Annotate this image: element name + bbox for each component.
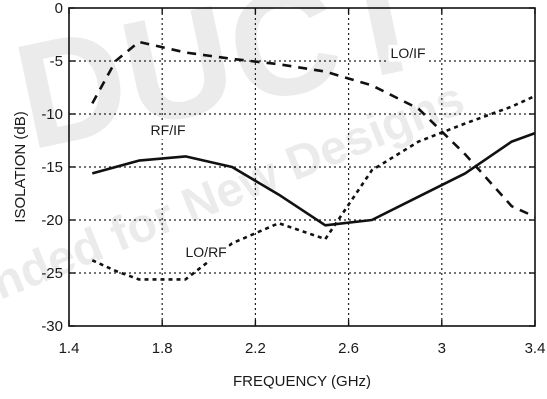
series-line-rf-if: [91, 131, 536, 227]
x-tick-label: 1.8: [152, 340, 173, 357]
y-tick-label: -20: [41, 212, 63, 229]
annotation-background: [183, 244, 229, 262]
annotations: LO/IF RF/IF LO/RF: [148, 44, 428, 262]
grid: [69, 8, 535, 326]
axes: 1.4 1.8 2.2 2.6 3 3.4 0 -5 -10 -15 -20 -25 -30 FREQUE…: [12, 0, 545, 390]
series-lines: [91, 40, 536, 281]
curve-label-rf-if: RF/IF: [151, 122, 186, 138]
series-line-lo-if: [91, 40, 536, 218]
x-tick-label: 3: [438, 340, 446, 357]
x-tick-label: 1.4: [59, 340, 80, 357]
x-axis-title: FREQUENCY (GHz): [233, 373, 371, 390]
y-tick-label: -15: [41, 159, 63, 176]
y-tick-label: -30: [41, 318, 63, 335]
x-tick-label: 2.2: [245, 340, 266, 357]
curve-label-lo-if: LO/IF: [391, 45, 426, 61]
x-tick-label: 2.6: [338, 340, 359, 357]
y-tick-label: 0: [55, 0, 63, 17]
annotation-background: [148, 122, 188, 140]
y-axis-title: ISOLATION (dB): [12, 111, 29, 222]
y-tick-label: -25: [41, 265, 63, 282]
annotation-background: [388, 44, 428, 62]
curve-label-lo-rf: LO/RF: [186, 244, 227, 260]
x-tick-label: 3.4: [525, 340, 546, 357]
y-tick-label: -10: [41, 106, 63, 123]
y-tick-label: -5: [50, 53, 63, 70]
